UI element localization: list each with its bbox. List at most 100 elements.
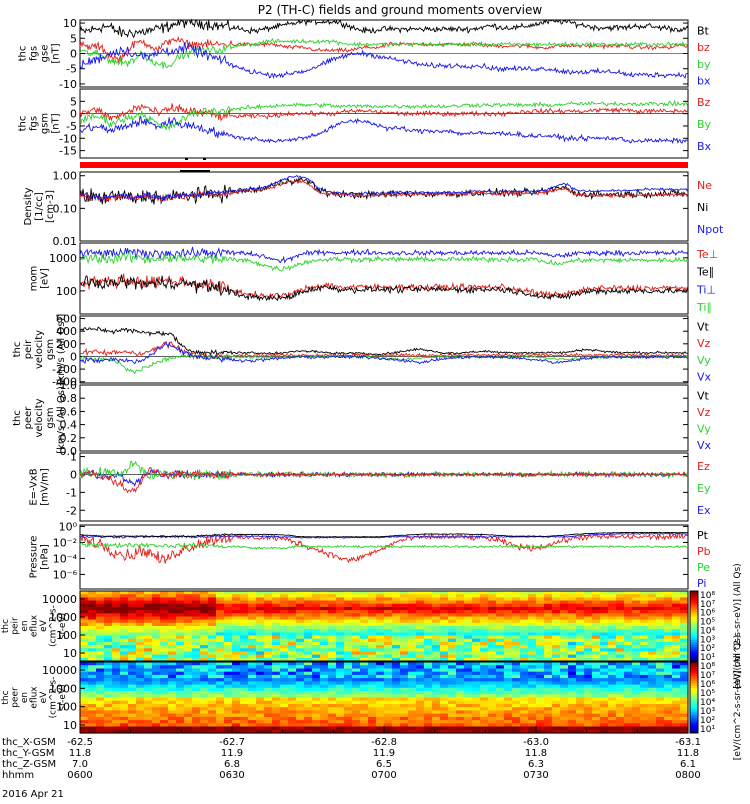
spectrogram-cell: [328, 597, 337, 602]
spectrogram-cell: [184, 691, 193, 695]
spectrogram-cell: [536, 697, 545, 702]
spectrogram-cell: [216, 671, 225, 676]
spectrogram-cell: [592, 674, 601, 679]
legend-Ne: Ne: [697, 179, 712, 192]
spectrogram-cell: [440, 674, 449, 679]
spectrogram-cell: [616, 697, 625, 702]
spectrogram-cell: [88, 716, 97, 721]
spectrogram-cell: [408, 632, 417, 637]
spectrogram-cell: [288, 622, 297, 627]
colorbar-segment: [690, 633, 698, 636]
spectrogram-cell: [80, 678, 89, 682]
spectrogram-cell: [632, 613, 641, 618]
spectrogram-cell: [656, 606, 665, 611]
spectrogram-cell: [232, 662, 241, 666]
spectrogram-cell: [640, 635, 649, 640]
spectrogram-cell: [640, 632, 649, 637]
spectrogram-cell: [552, 622, 561, 627]
spectrogram-cell: [568, 626, 577, 630]
spectrogram-cell: [432, 603, 441, 608]
colorbar-label: [eV/(cm^2-s-sr-eV)] (All Qs): [733, 635, 743, 760]
spectrogram-cell: [112, 645, 121, 649]
spectrogram-cell: [192, 648, 201, 653]
spectrogram-cell: [648, 610, 657, 614]
spectrogram-cell: [176, 635, 185, 640]
spectrogram-cell: [632, 591, 641, 595]
y-axis-label: thc peer en eflux eV (cm^2-s-sr-eV): [1, 677, 68, 719]
spectrogram-cell: [664, 674, 673, 679]
spectrogram-cell: [176, 616, 185, 621]
spectrogram-cell: [320, 694, 329, 699]
spectrogram-cell: [528, 684, 537, 689]
spectrogram-cell: [496, 613, 505, 618]
spectrogram-cell: [512, 632, 521, 637]
spectrogram-cell: [560, 651, 569, 656]
spectrogram-cell: [184, 603, 193, 608]
spectrogram-cell: [120, 729, 129, 734]
spectrogram-cell: [232, 651, 241, 656]
spectrogram-cell: [128, 606, 137, 611]
spectrogram-cell: [600, 641, 609, 646]
spectrogram-cell: [416, 641, 425, 646]
spectrogram-cell: [360, 629, 369, 633]
spectrogram-cell: [584, 600, 593, 605]
spectrogram-cell: [232, 606, 241, 611]
spectrogram-cell: [464, 694, 473, 699]
spectrogram-cell: [176, 720, 185, 724]
spectrogram-cell: [568, 723, 577, 728]
spectrogram-cell: [576, 635, 585, 640]
spectrogram-cell: [232, 681, 241, 686]
spectrogram-cell: [664, 700, 673, 705]
spectrogram-cell: [680, 697, 689, 702]
spectrogram-cell: [416, 616, 425, 621]
spectrogram-cell: [192, 632, 201, 637]
spectrogram-cell: [240, 694, 249, 699]
spectrogram-cell: [448, 681, 457, 686]
spectrogram-cell: [600, 648, 609, 653]
spectrogram-cell: [88, 671, 97, 676]
spectrogram-cell: [616, 651, 625, 656]
spectrogram-cell: [184, 674, 193, 679]
spectrogram-cell: [664, 713, 673, 718]
y-axis-label-line: eV: [39, 619, 49, 632]
spectrogram-cell: [336, 591, 345, 595]
spectrogram-cell: [88, 665, 97, 669]
spectrogram-cell: [568, 648, 577, 653]
spectrogram-cell: [488, 668, 497, 673]
spectrogram-cell: [528, 681, 537, 686]
spectrogram-cell: [112, 613, 121, 618]
spectrogram-cell: [448, 713, 457, 718]
spectrogram-cell: [592, 645, 601, 649]
spectrogram-cell: [400, 619, 409, 624]
spectrogram-cell: [384, 629, 393, 633]
spectrogram-cell: [112, 726, 121, 731]
spectrogram-cell: [544, 632, 553, 637]
spectrogram-cell: [128, 691, 137, 695]
spectrogram-cell: [488, 638, 497, 643]
spectrogram-cell: [672, 626, 681, 630]
y-axis-label: thc peer velocity gsm [km/s (All Qs)]: [12, 382, 67, 454]
spectrogram-cell: [496, 616, 505, 621]
spectrogram-cell: [224, 626, 233, 630]
spectrogram-cell: [440, 597, 449, 602]
spectrogram-cell: [600, 720, 609, 724]
spectrogram-cell: [344, 697, 353, 702]
spectrogram-cell: [576, 626, 585, 630]
spectrogram-cell: [520, 654, 529, 659]
series-Bz: [79, 103, 689, 122]
spectrogram-cell: [392, 613, 401, 618]
spectrogram-cell: [304, 629, 313, 633]
spectrogram-cell: [424, 651, 433, 656]
spectrogram-cell: [224, 704, 233, 708]
spectrogram-cell: [392, 594, 401, 598]
spectrogram-cell: [264, 619, 273, 624]
spectrogram-cell: [640, 723, 649, 728]
spectrogram-cell: [480, 674, 489, 679]
spectrogram-cell: [352, 710, 361, 715]
spectrogram-cell: [88, 694, 97, 699]
spectrogram-cell: [216, 657, 225, 662]
spectrogram-cell: [224, 694, 233, 699]
spectrogram-cell: [80, 638, 89, 643]
spectrogram-cell: [240, 665, 249, 669]
spectrogram-cell: [400, 629, 409, 633]
